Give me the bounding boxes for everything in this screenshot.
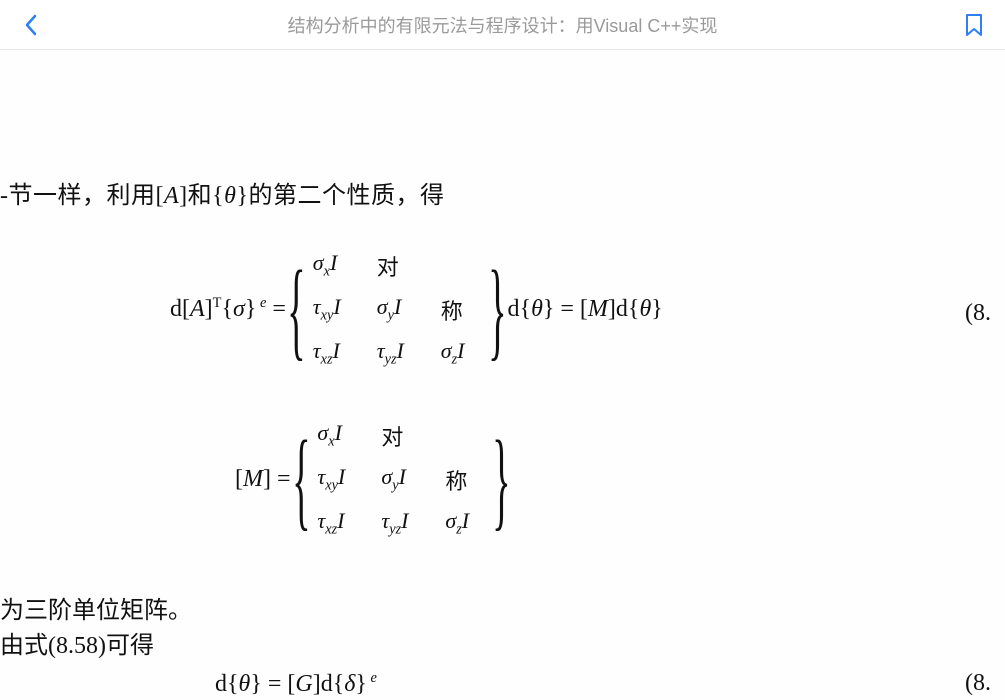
text: d{	[215, 671, 239, 697]
chevron-left-icon	[23, 13, 39, 37]
text: 称	[441, 294, 481, 326]
text: -节一样，利用[	[0, 183, 164, 209]
text: }的第二个性质，得	[236, 183, 444, 209]
var-M: M	[588, 296, 608, 322]
text: }	[355, 671, 367, 697]
tau: τ	[313, 338, 321, 363]
tau: τ	[313, 294, 321, 319]
text: 对	[377, 250, 417, 282]
var-A: A	[164, 183, 179, 209]
text: =	[266, 296, 286, 322]
I: I	[394, 294, 401, 319]
text: {	[221, 296, 233, 322]
superscript-e: e	[256, 295, 266, 311]
text: d[	[170, 296, 190, 322]
text: ]	[205, 296, 213, 322]
I: I	[399, 464, 406, 489]
var-M: M	[243, 466, 263, 492]
var-theta: θ	[639, 296, 651, 322]
sub: xy	[325, 477, 338, 493]
sigma: σ	[313, 250, 324, 275]
I: I	[337, 508, 344, 533]
sigma: σ	[377, 294, 388, 319]
I: I	[333, 294, 340, 319]
left-brace-icon: {	[287, 259, 305, 359]
equation-number: (8.	[965, 300, 991, 327]
sub: xy	[321, 307, 334, 323]
text: } = [	[250, 671, 295, 697]
tau: τ	[377, 338, 385, 363]
body-text-line: 由式(8.58)可得	[0, 625, 154, 660]
var-sigma: σ	[233, 296, 245, 322]
sub: yz	[385, 351, 397, 367]
superscript-e: e	[367, 670, 377, 686]
text: ] =	[263, 466, 291, 492]
text: 对	[381, 420, 421, 452]
left-brace-icon: {	[292, 429, 310, 529]
stress-matrix-M: σxI 对 τxyI σyI 称 τxzI τyzI σzI	[317, 420, 485, 538]
equation-number: (8.	[965, 670, 991, 697]
I: I	[333, 338, 340, 363]
bookmark-icon	[964, 13, 984, 37]
document-page: -节一样，利用[A]和{θ}的第二个性质，得 d[A]T{σ} e = { σx…	[0, 50, 1005, 700]
text: [	[235, 466, 243, 492]
body-text-line: -节一样，利用[A]和{θ}的第二个性质，得	[0, 175, 445, 210]
text: } = [	[543, 296, 588, 322]
back-button[interactable]	[16, 10, 46, 40]
equation-M-display: [M] = { σxI 对 τxyI σyI 称 τxzI τyzI σzI }	[235, 420, 512, 538]
I: I	[462, 508, 469, 533]
text: ]d{	[313, 671, 345, 697]
bookmark-button[interactable]	[959, 10, 989, 40]
var-A: A	[190, 296, 205, 322]
sigma: σ	[441, 338, 452, 363]
I: I	[335, 420, 342, 445]
var-theta: θ	[531, 296, 543, 322]
I: I	[338, 464, 345, 489]
I: I	[330, 250, 337, 275]
top-bar: 结构分析中的有限元法与程序设计：用Visual C++实现	[0, 0, 1005, 50]
var-theta: θ	[224, 183, 236, 209]
text: ]d{	[608, 296, 640, 322]
I: I	[397, 338, 404, 363]
text: }	[245, 296, 257, 322]
text: d{	[508, 296, 532, 322]
var-G: G	[295, 671, 312, 697]
sigma: σ	[445, 508, 456, 533]
equation-G-display: d{θ} = [G]d{δ} e	[215, 670, 377, 698]
right-brace-icon: }	[488, 259, 506, 359]
text: ]和{	[179, 183, 224, 209]
I: I	[401, 508, 408, 533]
sub: yz	[389, 521, 401, 537]
var-theta: θ	[239, 671, 251, 697]
body-text-line: 为三阶单位矩阵。	[0, 590, 192, 625]
text: }	[651, 296, 663, 322]
page-title: 结构分析中的有限元法与程序设计：用Visual C++实现	[46, 12, 959, 38]
sigma: σ	[381, 464, 392, 489]
sub: xz	[325, 521, 337, 537]
I: I	[457, 338, 464, 363]
text: 称	[445, 464, 485, 496]
var-delta: δ	[344, 671, 355, 697]
right-brace-icon: }	[493, 429, 511, 529]
stress-matrix: σxI 对 τxyI σyI 称 τxzI τyzI σzI	[313, 250, 481, 368]
sub: xz	[321, 351, 333, 367]
sigma: σ	[317, 420, 328, 445]
equation-8-display: d[A]T{σ} e = { σxI 对 τxyI σyI 称 τxzI τyz…	[170, 250, 663, 368]
